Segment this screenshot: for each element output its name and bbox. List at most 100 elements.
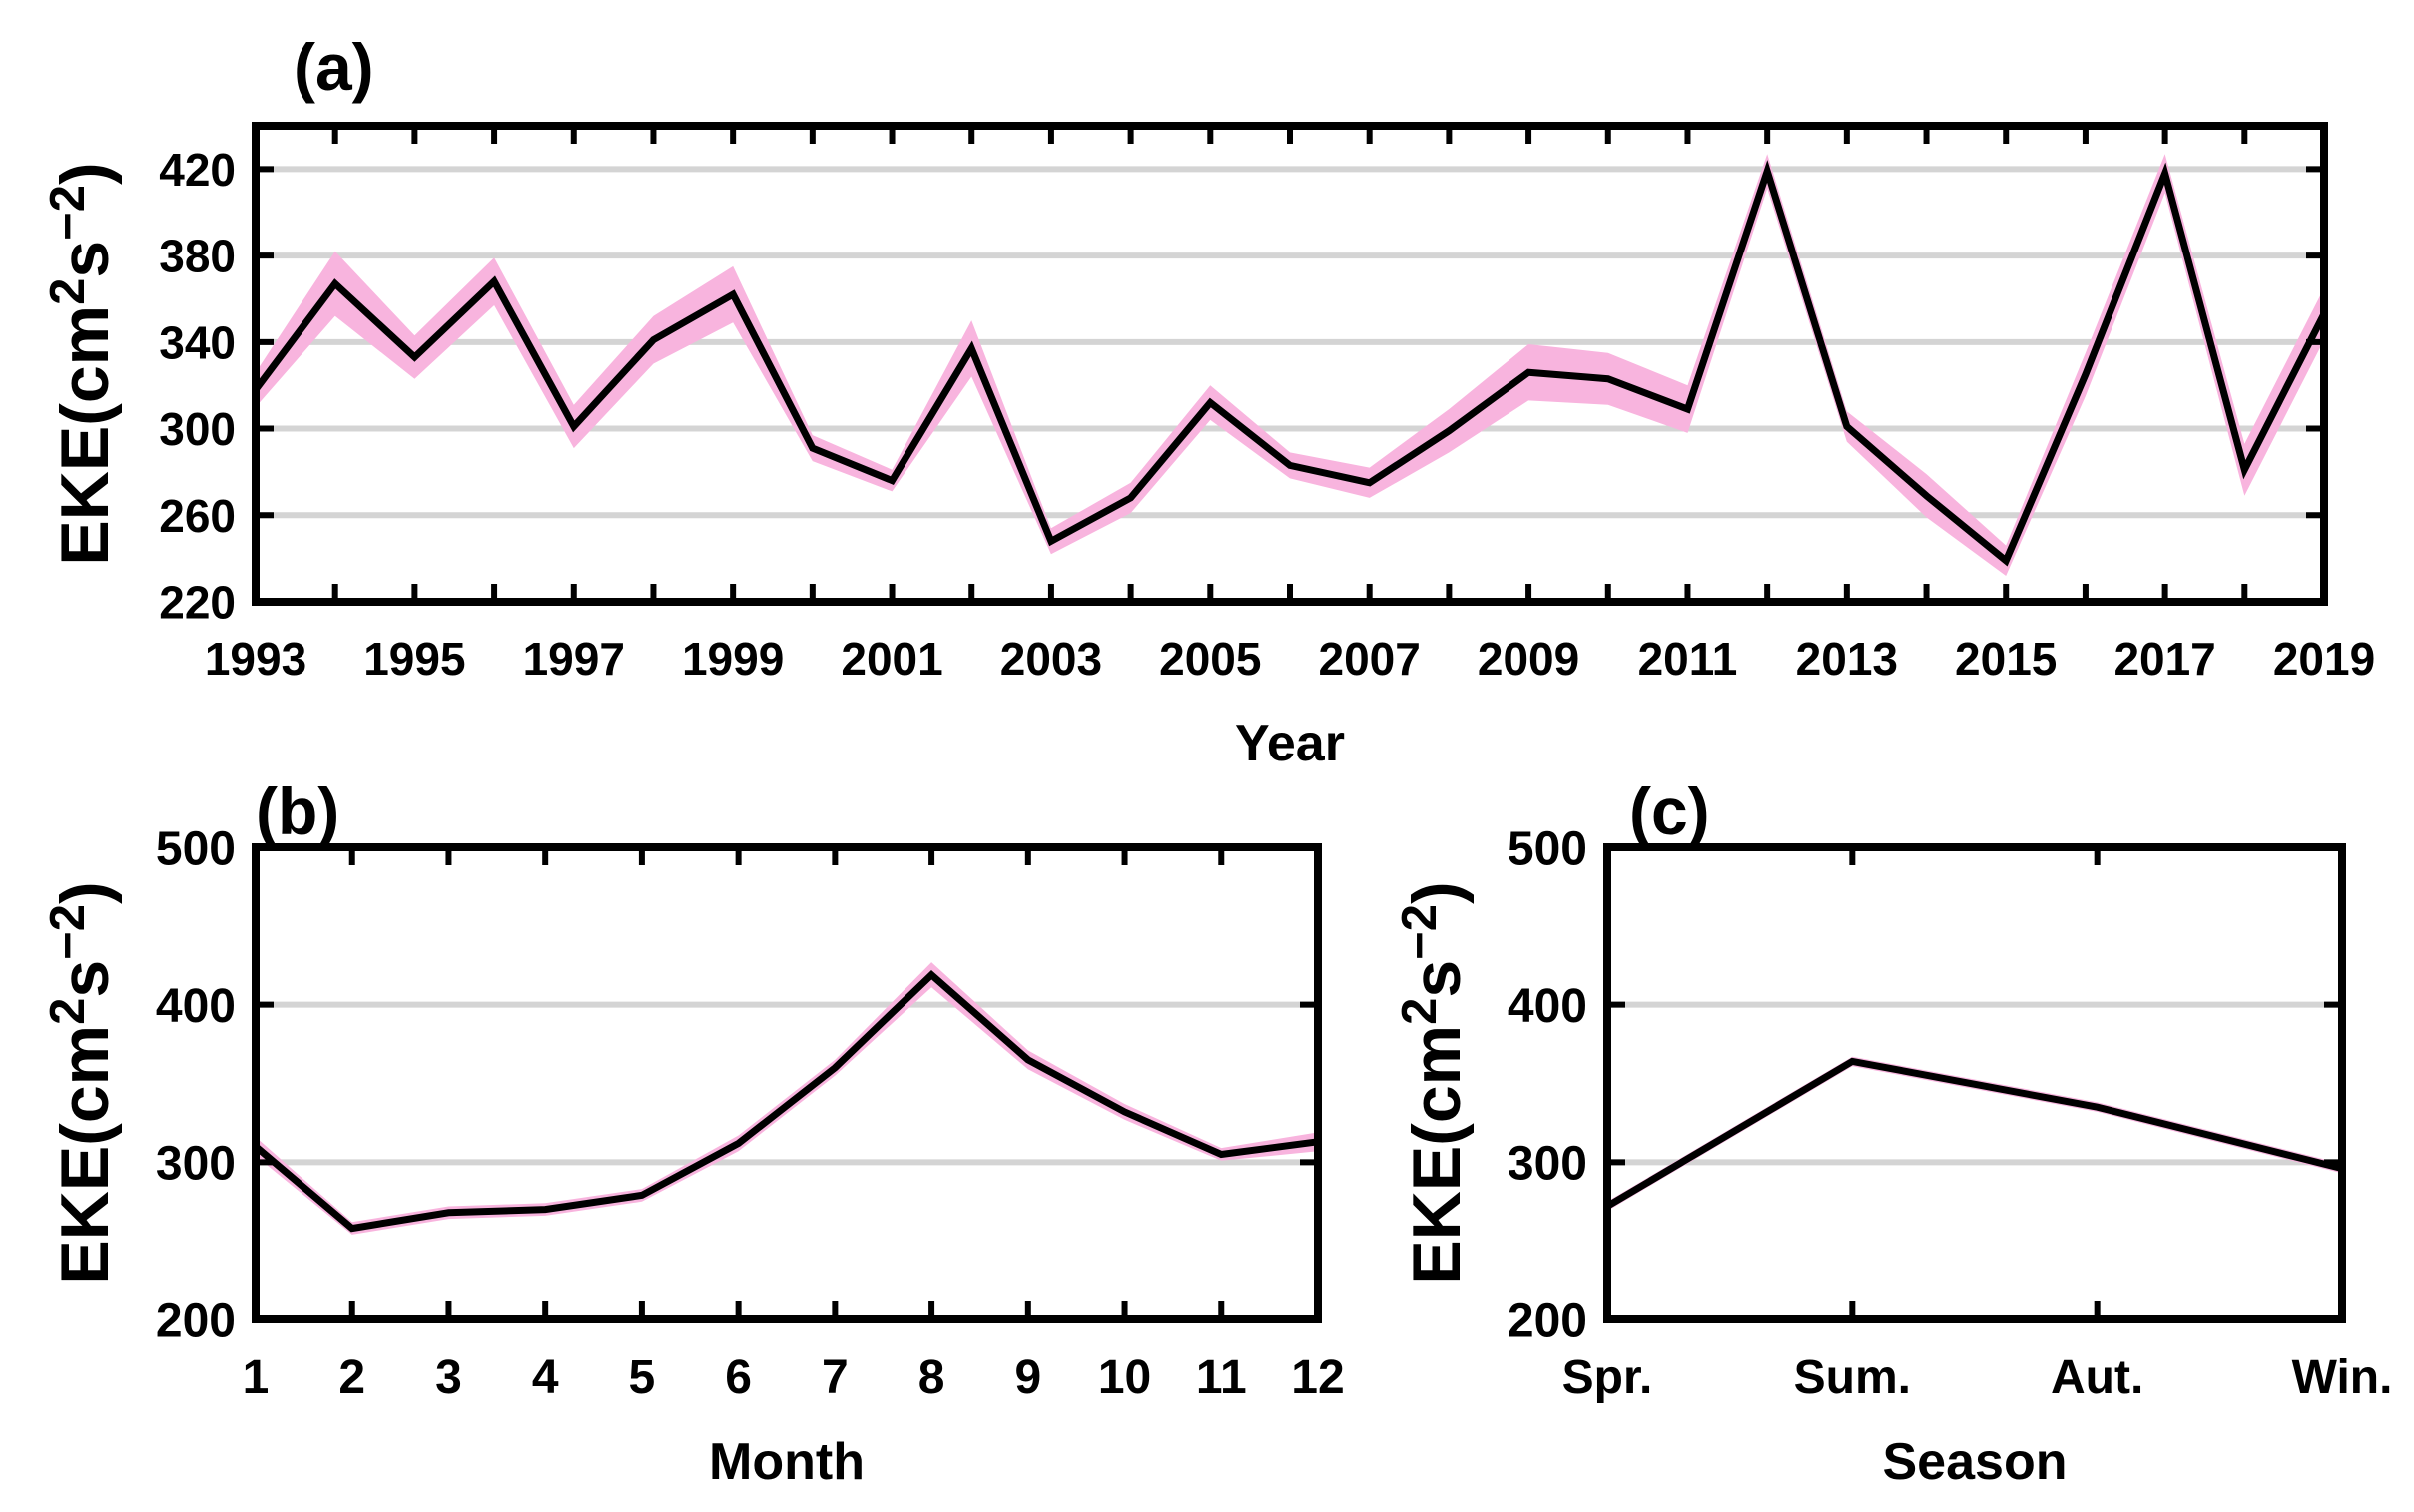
x-tick-label: 7 xyxy=(822,1351,849,1404)
uncertainty-band xyxy=(1607,1056,2342,1212)
y-axis-label: EKE(cm2s−2) xyxy=(41,162,123,565)
data-point xyxy=(812,447,814,449)
x-tick-label: 2009 xyxy=(1478,633,1579,685)
y-axis-label-sup: −2 xyxy=(41,185,95,241)
x-tick-label: 2019 xyxy=(2273,633,2375,685)
data-point xyxy=(2164,173,2166,175)
y-tick-label: 300 xyxy=(156,1138,236,1191)
x-axis-label: Year xyxy=(1235,715,1345,772)
x-tick-label: Sum. xyxy=(1794,1351,1911,1404)
y-axis-label: EKE(cm2s−2) xyxy=(1393,881,1475,1284)
panel-1: 1 2 3 4 5 6 7 8 9 10 11 12200300400500MonthEKE(cm2s… xyxy=(41,774,1345,1491)
y-axis-label-base: EKE(cm xyxy=(47,1025,123,1285)
data-point xyxy=(1130,497,1132,499)
panel-label: (a) xyxy=(294,30,374,104)
data-point xyxy=(1289,464,1291,466)
x-tick-label: 8 xyxy=(918,1351,945,1404)
y-axis-label: EKE(cm2s−2) xyxy=(41,881,123,1284)
x-tick-label: 2011 xyxy=(1638,633,1738,685)
y-axis-label-mid: s xyxy=(47,241,123,278)
y-tick-label: 200 xyxy=(1508,1294,1587,1347)
data-point xyxy=(2243,469,2245,471)
y-axis-label-mid: s xyxy=(47,960,123,998)
data-point xyxy=(641,1194,643,1196)
y-axis-label-end: ) xyxy=(1399,881,1475,904)
y-tick-label: 220 xyxy=(159,577,236,629)
data-point xyxy=(2097,1106,2099,1108)
data-point xyxy=(1448,430,1450,432)
series-line xyxy=(253,969,1319,1233)
data-point xyxy=(1369,482,1371,484)
x-tick-label: 11 xyxy=(1196,1351,1247,1404)
y-axis-label-sup: 2 xyxy=(41,278,95,305)
y-tick-label: 500 xyxy=(1508,822,1587,875)
data-point xyxy=(1027,1059,1029,1061)
y-tick-label: 400 xyxy=(156,980,236,1033)
data-point xyxy=(1209,402,1211,404)
x-tick-label: Win. xyxy=(2292,1351,2393,1404)
x-axis-label: Season xyxy=(1883,1433,2068,1491)
y-tick-label: 400 xyxy=(1508,980,1587,1033)
x-tick-label: 10 xyxy=(1098,1351,1151,1404)
data-point xyxy=(1926,495,1928,497)
y-axis-label-base: EKE(cm xyxy=(47,305,123,566)
x-tick-label: 5 xyxy=(629,1351,656,1404)
x-tick-label: 1997 xyxy=(523,633,625,685)
y-tick-label: 300 xyxy=(1508,1138,1587,1191)
x-tick-label: 2013 xyxy=(1796,633,1898,685)
data-point xyxy=(1766,171,1768,173)
y-tick-label: 500 xyxy=(156,822,236,875)
x-tick-label: 1995 xyxy=(363,633,465,685)
data-point xyxy=(334,282,336,284)
panel-label: (c) xyxy=(1629,774,1710,848)
x-tick-label: 2 xyxy=(338,1351,365,1404)
data-point xyxy=(834,1067,836,1069)
panel-label: (b) xyxy=(256,774,339,848)
y-tick-label: 260 xyxy=(159,490,236,542)
x-tick-label: 12 xyxy=(1291,1351,1344,1404)
series-line xyxy=(253,160,2328,567)
y-axis-label-sup: −2 xyxy=(1393,904,1447,960)
data-point xyxy=(1124,1111,1126,1113)
x-axis-label: Month xyxy=(709,1433,865,1491)
panel-2: Spr. Sum. Aut. Win. 200 300 400 500 Season EKE(cm… xyxy=(1393,774,2392,1491)
x-tick-label: 2017 xyxy=(2113,633,2215,685)
data-point xyxy=(544,1209,546,1211)
x-tick-label: 1993 xyxy=(205,633,306,685)
data-point xyxy=(1607,378,1609,380)
data-point xyxy=(2085,373,2087,375)
data-point xyxy=(1686,408,1688,410)
data-point xyxy=(732,293,734,295)
data-point xyxy=(738,1142,740,1144)
x-tick-label: 2003 xyxy=(1000,633,1102,685)
data-point xyxy=(892,480,894,482)
data-point xyxy=(1220,1153,1222,1155)
x-tick-label: 2007 xyxy=(1319,633,1421,685)
y-axis-label-sup: −2 xyxy=(41,904,95,960)
y-tick-label: 420 xyxy=(159,144,236,196)
x-tick-label: 6 xyxy=(725,1351,752,1404)
data-point xyxy=(1846,425,1848,427)
y-axis-label-sup: 2 xyxy=(1393,998,1447,1025)
y-axis-label-end: ) xyxy=(47,881,123,904)
x-tick-label: Aut. xyxy=(2051,1351,2143,1404)
x-tick-label: 2015 xyxy=(1955,633,2057,685)
uncertainty-band xyxy=(256,962,1318,1235)
series-line xyxy=(1605,1057,2343,1210)
data-point xyxy=(1050,540,1052,542)
x-tick-label: Spr. xyxy=(1562,1351,1653,1404)
x-tick-label: 3 xyxy=(435,1351,462,1404)
data-point xyxy=(413,356,415,358)
y-tick-label: 340 xyxy=(159,316,236,368)
y-axis-label-end: ) xyxy=(47,162,123,185)
x-tick-label: 4 xyxy=(532,1351,559,1404)
y-axis-label-mid: s xyxy=(1399,960,1475,998)
data-point xyxy=(930,974,932,976)
x-tick-label: 1999 xyxy=(682,633,784,685)
x-tick-label: 2005 xyxy=(1159,633,1261,685)
data-point xyxy=(493,280,495,282)
plot-frame xyxy=(252,843,1322,1323)
x-tick-label: 1 xyxy=(243,1351,270,1404)
data-point xyxy=(351,1228,353,1230)
